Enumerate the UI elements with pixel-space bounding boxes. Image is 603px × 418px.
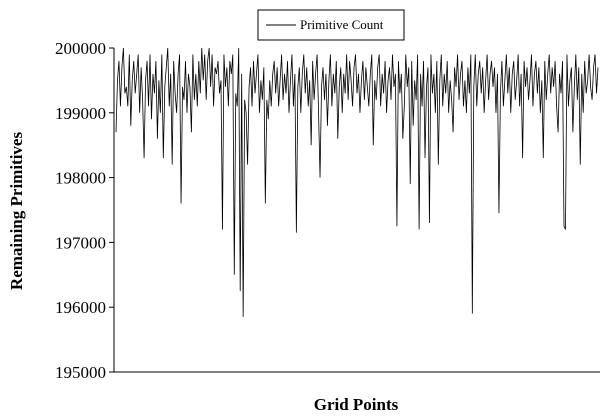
legend-label: Primitive Count	[300, 17, 384, 32]
y-tick-label: 198000	[55, 169, 106, 188]
y-tick-label: 196000	[55, 298, 106, 317]
legend: Primitive Count	[257, 9, 405, 41]
y-axis-ticks: 195000 196000 197000 198000 199000 200000	[55, 39, 114, 382]
y-tick-label: 199000	[55, 104, 106, 123]
y-tick-label: 195000	[55, 363, 106, 382]
y-axis-title: Remaining Primitives	[7, 132, 26, 291]
series-line-primitive-count	[115, 47, 599, 317]
x-axis-title: Grid Points	[314, 395, 399, 414]
y-tick-label: 200000	[55, 39, 106, 58]
y-tick-label: 197000	[55, 233, 106, 252]
